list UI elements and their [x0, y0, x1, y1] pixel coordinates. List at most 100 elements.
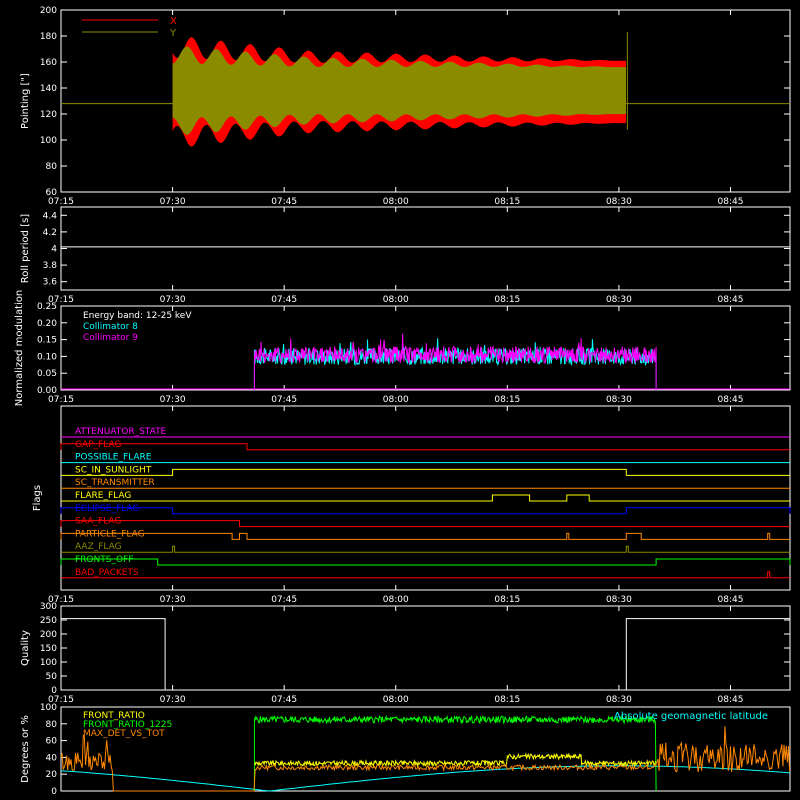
series-collimator-8	[253, 338, 657, 390]
y-axis-label: Pointing ["]	[20, 73, 31, 129]
flag-label-flare-flag: FLARE_FLAG	[75, 491, 131, 501]
flag-line-eclipse-flag	[60, 507, 791, 515]
flag-line-particle-flag	[60, 532, 790, 540]
x-tick-label: 07:15	[48, 595, 74, 605]
x-tick-label: 08:45	[718, 695, 744, 705]
y-tick-label: 0.20	[37, 319, 57, 329]
y-tick-label: 0.15	[37, 336, 57, 346]
y-axis-label: Quality	[20, 630, 31, 666]
legend-label-2: Collimator 9	[83, 333, 138, 343]
panel-3: 07:15 07:30 07:45 08:00 08:15 08:30 08:45 Flags…	[32, 405, 791, 605]
legend-label-0: FRONT_RATIO	[83, 711, 145, 721]
x-tick-label: 07:30	[160, 595, 186, 605]
y-tick-label: 100	[40, 136, 57, 146]
x-tick-label: 08:15	[494, 595, 520, 605]
x-tick-label: 07:15	[48, 197, 74, 207]
plot-frame	[60, 9, 791, 193]
x-tick-label: 08:00	[383, 295, 409, 305]
flag-label-sc-transmitter: SC_TRANSMITTER	[75, 478, 155, 488]
y-tick-label: 200	[40, 630, 57, 640]
x-tick-label: 08:45	[718, 595, 744, 605]
legend-label-x: X	[170, 16, 177, 27]
x-tick-label: 08:30	[606, 197, 632, 207]
x-tick-label: 07:45	[271, 295, 297, 305]
y-tick-label: 3.8	[43, 261, 58, 271]
panel-5: 0 20 40 60 80 100 Degrees or % FRONT_RATIOFRONT…	[20, 703, 791, 797]
y-tick-label: 180	[40, 32, 57, 42]
y-tick-label: 60	[46, 737, 58, 747]
flag-line-aaz-flag	[61, 545, 790, 553]
x-tick-label: 07:45	[271, 695, 297, 705]
x-tick-label: 08:30	[606, 395, 632, 405]
y-tick-label: 0.00	[37, 386, 57, 396]
y-tick-label: 0	[51, 787, 57, 797]
flag-line-bad-packets	[61, 571, 790, 579]
x-tick-label: 07:45	[271, 595, 297, 605]
flag-line-saa-flag	[60, 520, 790, 528]
flag-label-eclipse-flag: ECLIPSE_FLAG	[75, 504, 139, 514]
x-tick-label: 08:30	[606, 295, 632, 305]
y-tick-label: 4.4	[43, 211, 58, 221]
series-front-ratio-1225	[253, 714, 657, 792]
x-tick-label: 08:00	[383, 695, 409, 705]
series-front-ratio	[253, 752, 656, 768]
plot-frame	[60, 305, 791, 391]
x-tick-label: 08:00	[383, 197, 409, 207]
y-tick-label: 50	[46, 672, 58, 682]
y-axis-label: Flags	[32, 485, 43, 511]
flag-label-aaz-flag: AAZ_FLAG	[75, 542, 122, 552]
legend-label-1: Collimator 8	[83, 322, 138, 332]
series-y-band	[172, 46, 626, 135]
x-tick-label: 08:30	[606, 695, 632, 705]
y-tick-label: 0.25	[37, 302, 57, 312]
x-tick-label: 08:30	[606, 595, 632, 605]
plot-frame	[60, 206, 791, 291]
x-tick-label: 07:15	[48, 395, 74, 405]
y-tick-label: 80	[46, 720, 58, 730]
plot-frame	[60, 405, 791, 591]
series-max-det-vs-tot	[60, 726, 791, 792]
flag-line-sc-in-sunlight	[61, 468, 790, 476]
y-tick-label: 150	[40, 644, 57, 654]
x-tick-label: 08:15	[494, 395, 520, 405]
y-axis-label: Roll period [s]	[20, 214, 31, 283]
y-tick-label: 200	[40, 6, 57, 16]
y-axis-label: Degrees or %	[20, 715, 31, 783]
x-tick-label: 08:45	[718, 197, 744, 207]
flag-label-sc-in-sunlight: SC_IN_SUNLIGHT	[75, 465, 152, 475]
x-tick-label: 07:45	[271, 395, 297, 405]
y-tick-label: 0	[51, 686, 57, 696]
y-axis-label: Normalized modulation	[14, 290, 25, 407]
plot-frame	[60, 706, 791, 792]
flag-label-bad-packets: BAD_PACKETS	[75, 568, 139, 578]
y-tick-label: 0.05	[37, 369, 57, 379]
y-tick-label: 3.6	[43, 278, 58, 288]
x-tick-label: 08:45	[718, 295, 744, 305]
x-tick-label: 07:45	[271, 197, 297, 207]
y-tick-label: 300	[40, 602, 57, 612]
quality-line-late	[625, 618, 790, 690]
y-tick-label: 60	[46, 188, 58, 198]
flag-line-fronts-off	[60, 558, 791, 566]
y-tick-label: 140	[40, 84, 57, 94]
y-tick-label: 0.10	[37, 352, 57, 362]
flag-line-flare-flag	[61, 494, 790, 502]
x-tick-label: 08:15	[494, 295, 520, 305]
y-tick-label: 80	[46, 162, 58, 172]
x-tick-label: 07:15	[48, 295, 74, 305]
x-tick-label: 07:30	[160, 197, 186, 207]
panel-1: 07:15 07:30 07:45 08:00 08:15 08:30 08:45 3.6 3.…	[20, 206, 791, 305]
panel-0: 07:15 07:30 07:45 08:00 08:15 08:30 08:45 60 80 1…	[20, 6, 791, 207]
y-tick-label: 160	[40, 58, 57, 68]
panel-2: 07:15 07:30 07:45 08:00 08:15 08:30 08:450.000…	[14, 290, 791, 407]
x-tick-label: 08:00	[383, 395, 409, 405]
flag-label-saa-flag: SAA_FLAG	[75, 517, 121, 527]
legend-label-0: Energy band: 12-25 keV	[83, 311, 192, 321]
quality-line-early	[61, 618, 173, 691]
panel-4: 07:15 07:30 07:45 08:00 08:15 08:30 08:45 0 50 10…	[20, 602, 791, 705]
y-tick-label: 250	[40, 616, 57, 626]
legend-label-2: MAX_DET_VS_TOT	[83, 729, 165, 739]
series-geomagnetic-latitude	[60, 765, 791, 792]
annotation-geomagnetic-latitude: Absolute geomagnetic latitude	[614, 711, 768, 722]
